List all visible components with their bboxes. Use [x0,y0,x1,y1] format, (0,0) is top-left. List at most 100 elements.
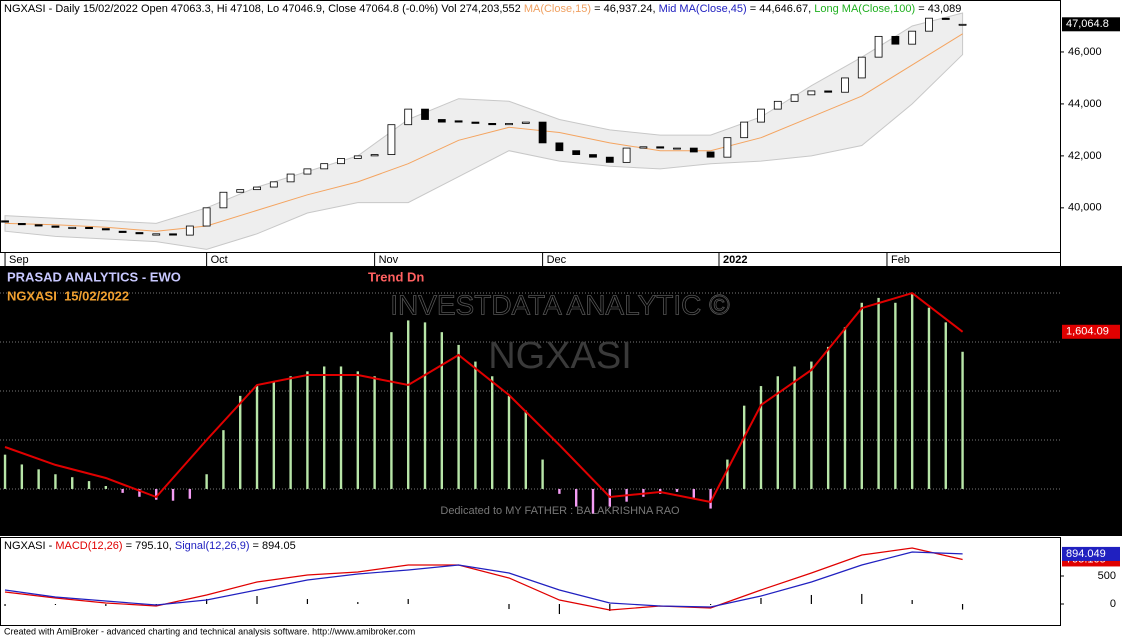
ewo-bar [726,459,729,489]
trend-line [4,291,964,504]
ewo-bar [474,361,477,489]
ewo-bar [407,320,410,489]
candle [85,226,93,230]
macd-line [4,551,963,608]
ewo-bar [927,307,931,489]
ewo-bar [910,292,914,489]
x-tick-label: Nov [379,254,399,266]
candle [874,35,883,58]
ewo-bar [188,488,192,499]
ewo-bar [793,366,796,489]
candle [673,147,681,150]
ewo-bar [306,371,309,489]
ewo-bar [675,488,679,492]
ewo-bar [810,361,813,489]
ewo-bar [524,410,528,489]
last-value-label: 47,064.8 [1066,18,1109,30]
ewo-bar [944,322,947,489]
ewo-bar [205,474,208,489]
candle [169,233,177,236]
candle [370,154,379,157]
ewo-bar [71,477,74,489]
candle [135,232,144,235]
footer: Created with AmiBroker - advanced charti… [4,626,415,636]
ewo-bar [894,302,897,489]
ewo-bar [759,386,763,489]
header-part: Long MA(Close,100) [814,3,915,15]
candle [404,108,413,126]
candle [790,94,799,102]
candle [572,150,581,155]
candle [185,225,194,236]
candle [639,146,648,149]
ewo-bar [138,488,141,497]
candle [488,123,497,126]
candle [555,142,564,152]
candle [706,151,715,158]
ewo-bar [272,381,276,489]
y-tick-label: 42,000 [1068,150,1102,162]
ewo-bar [356,371,360,489]
header-part: NGXASI - Daily 15/02/2022 Open 47063.3, … [4,3,524,15]
ewo-bar [457,344,460,489]
header-part: MA(Close,15) [524,3,591,15]
candle [941,17,950,20]
ewo-bar [37,469,40,489]
candle [605,156,614,163]
candle [337,158,345,165]
ewo-bar [289,376,292,489]
ewo-bar [323,366,326,489]
ewo-bar [87,481,91,489]
candle [521,121,530,124]
ewo-bar [709,488,712,509]
candle [773,100,782,110]
candle [723,137,732,158]
candle [34,224,43,227]
ewo-bar [339,366,343,489]
header-part: MACD(12,26) [55,540,122,552]
candle [740,121,749,139]
x-tick-label: 2022 [723,254,747,266]
header-part: = 43,089 [915,3,961,15]
candle [757,108,765,123]
ewo-bar [155,488,158,500]
ewo-bar [574,488,578,507]
candle [1,220,9,223]
header-part: = 46,937.24, [591,3,659,15]
candle [471,121,480,124]
ewo-bar [692,488,695,498]
ewo-bar [591,488,595,514]
candle [824,90,833,93]
header: NGXASI - Daily 15/02/2022 Open 47063.3, … [4,3,961,15]
trend-annotation: Trend Dn [368,269,424,284]
header-part: Mid MA(Close,45) [659,3,747,15]
ewo-bar [860,302,863,489]
candle [908,30,917,45]
candle [387,124,396,155]
ewo-bar [961,351,964,489]
ewo-bar [104,486,108,489]
candle [17,223,26,226]
y-tick-label: 44,000 [1068,98,1102,110]
candle [68,226,77,230]
candle [538,121,547,144]
last-value-label: 1,604.09 [1066,326,1109,338]
last-value-box [1062,324,1120,339]
ewo-bar [826,346,830,489]
ewo-bar [423,322,427,489]
ewo-bar [541,459,544,489]
ewo-bar [121,488,124,493]
watermark: NGXASI [488,335,632,377]
candle [353,155,362,159]
ewo-bar [239,395,242,489]
header-part: = 894.05 [250,540,296,552]
header-part: = 795.10, [123,540,175,552]
last-value-box [1062,546,1120,561]
ewo-bar [507,395,511,489]
ewo-bar [440,332,444,489]
ewo-bar [255,386,259,489]
ewo-bar [20,464,24,489]
candle [269,181,278,188]
ewo-bar [742,405,746,489]
last-value-label: 894.049 [1066,548,1106,560]
